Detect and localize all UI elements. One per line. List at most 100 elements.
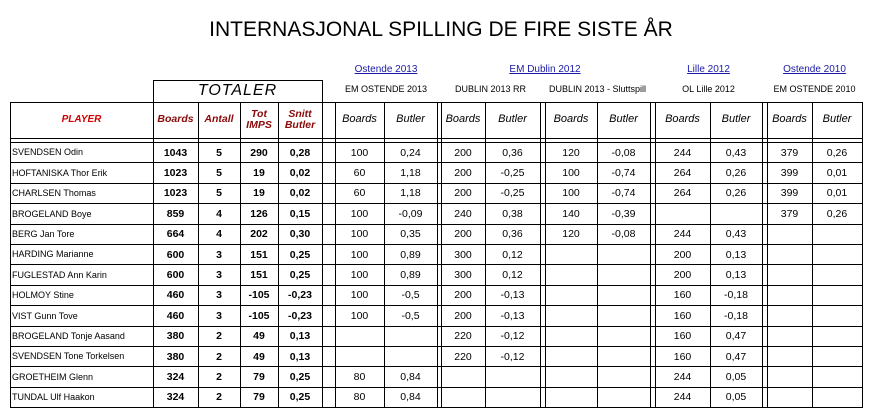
- result-cell: 100: [350, 289, 369, 302]
- result-cell: 200: [454, 167, 472, 180]
- total-cell: 49: [253, 350, 265, 363]
- player-name: SVENDSEN Odin: [12, 147, 84, 158]
- player-name: HOFTANISKA Thor Erik: [12, 167, 108, 178]
- player-name: VIST Gunn Tove: [12, 310, 78, 321]
- total-cell: 1023: [163, 187, 188, 200]
- rule: [10, 162, 862, 164]
- rule: [198, 102, 199, 408]
- total-cell: 4: [216, 207, 222, 220]
- total-cell: 0,25: [289, 391, 311, 404]
- result-cell: 80: [353, 391, 366, 404]
- column-header: Boards: [445, 113, 481, 126]
- event-link[interactable]: Lille 2012: [687, 63, 730, 75]
- rule: [655, 102, 656, 408]
- rule: [10, 305, 862, 307]
- result-cell: 100: [350, 269, 369, 282]
- total-cell: 0,28: [289, 146, 311, 159]
- result-cell: 100: [350, 248, 369, 261]
- event-name: EM OSTENDE 2010: [773, 84, 856, 95]
- rule: [153, 80, 154, 102]
- result-cell: 220: [454, 350, 472, 363]
- event-link[interactable]: EM Dublin 2012: [509, 63, 581, 75]
- player-name: BROGELAND Boye: [12, 208, 92, 219]
- rule: [335, 102, 336, 408]
- total-cell: 5: [216, 146, 222, 159]
- result-cell: 200: [673, 269, 692, 282]
- result-cell: -0,25: [500, 167, 525, 180]
- total-cell: 2: [216, 350, 222, 363]
- column-header: PLAYER: [61, 113, 102, 125]
- total-cell: 0,25: [289, 269, 311, 282]
- player-name: HARDING Marianne: [12, 249, 94, 260]
- column-header: Boards: [665, 113, 700, 126]
- rule: [437, 102, 438, 408]
- column-header: Butler: [498, 113, 527, 126]
- result-cell: 0,89: [400, 269, 421, 282]
- result-cell: 244: [673, 391, 692, 404]
- rule: [10, 284, 862, 286]
- result-cell: -0,08: [611, 228, 636, 241]
- result-cell: 244: [673, 146, 692, 159]
- result-cell: -0,74: [611, 167, 636, 180]
- total-cell: 2: [216, 391, 222, 404]
- total-cell: 3: [216, 289, 222, 302]
- result-cell: 60: [353, 187, 366, 200]
- total-cell: 324: [166, 391, 185, 404]
- rule: [10, 244, 862, 245]
- total-cell: 151: [250, 248, 268, 261]
- rule: [153, 102, 154, 408]
- result-cell: 0,47: [725, 330, 747, 343]
- rule: [10, 102, 862, 103]
- result-cell: 379: [780, 146, 799, 159]
- result-cell: 160: [673, 309, 692, 322]
- event-name: DUBLIN 2013 - Sluttspill: [548, 84, 647, 95]
- result-cell: 379: [780, 207, 799, 220]
- result-cell: 0,24: [400, 146, 421, 159]
- result-cell: 0,12: [502, 248, 523, 261]
- result-cell: 0,26: [725, 167, 747, 180]
- result-cell: -0,13: [500, 289, 525, 302]
- rule: [545, 102, 546, 408]
- total-cell: 0,13: [289, 350, 311, 363]
- player-name: SVENDSEN Tone Torkelsen: [12, 351, 125, 362]
- total-cell: 1023: [163, 167, 188, 180]
- result-cell: -0,12: [500, 350, 525, 363]
- player-name: TUNDAL Ulf Haakon: [12, 392, 95, 403]
- title: INTERNASJONAL SPILLING DE FIRE SISTE ÅR: [209, 17, 673, 41]
- result-cell: -0,5: [401, 289, 420, 302]
- result-cell: 200: [454, 228, 472, 241]
- rule: [278, 102, 279, 408]
- result-cell: -0,18: [724, 289, 748, 302]
- rule: [10, 386, 862, 388]
- column-header: Snitt Butler: [284, 107, 316, 131]
- total-cell: -0,23: [288, 309, 312, 322]
- rule: [540, 102, 541, 408]
- total-cell: 0,25: [289, 248, 311, 261]
- result-cell: 0,43: [725, 146, 747, 159]
- player-name: FUGLESTAD Ann Karin: [12, 269, 107, 280]
- total-cell: 79: [253, 371, 265, 384]
- total-cell: 3: [216, 248, 222, 261]
- result-cell: 0,84: [400, 371, 421, 384]
- result-cell: 200: [454, 187, 472, 200]
- column-header: Boards: [772, 113, 807, 126]
- result-cell: 0,35: [400, 228, 421, 241]
- column-header: Butler: [609, 113, 638, 126]
- rule: [322, 102, 323, 408]
- rule: [10, 102, 11, 408]
- result-cell: 160: [673, 289, 692, 302]
- result-cell: 100: [350, 146, 369, 159]
- total-cell: 49: [253, 330, 265, 343]
- result-cell: 0,13: [725, 248, 747, 261]
- total-cell: 290: [250, 146, 268, 159]
- column-header: Boards: [157, 113, 194, 126]
- total-cell: 859: [166, 207, 185, 220]
- result-cell: 240: [454, 207, 472, 220]
- event-link[interactable]: Ostende 2010: [783, 63, 846, 75]
- event-link[interactable]: Ostende 2013: [354, 63, 418, 75]
- result-cell: 200: [454, 146, 472, 159]
- column-header: Butler: [721, 113, 751, 126]
- rule: [710, 102, 711, 408]
- rule: [862, 102, 863, 408]
- rule: [10, 264, 862, 266]
